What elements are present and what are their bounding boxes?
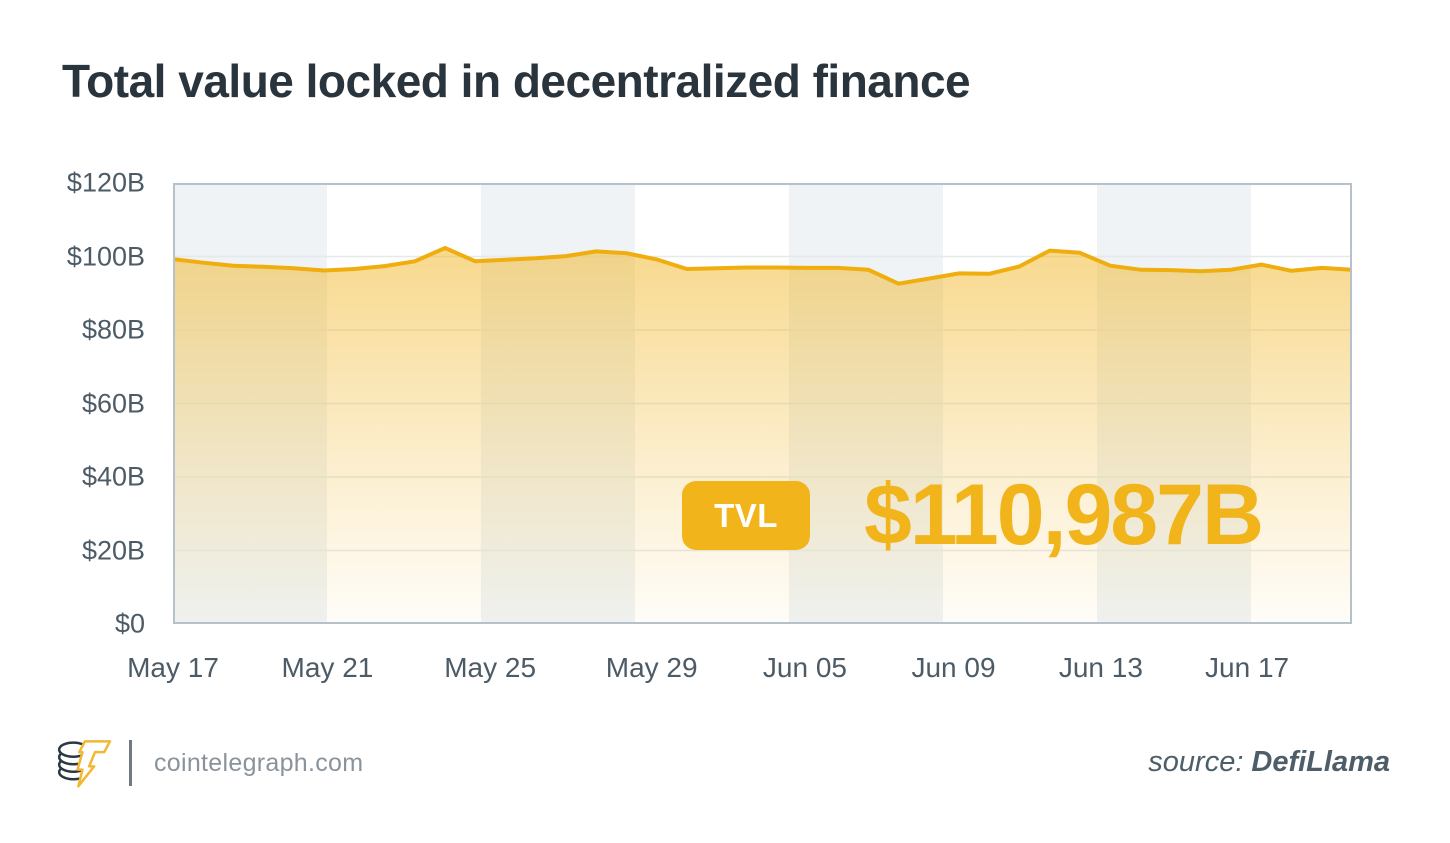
plot-area <box>173 183 1352 624</box>
y-tick-label: $80B <box>81 314 145 345</box>
tvl-line <box>173 246 1352 286</box>
x-tick-label: May 17 <box>127 652 219 683</box>
y-tick-label: $100B <box>66 241 145 271</box>
x-tick-label: May 29 <box>605 652 698 683</box>
cointelegraph-logo-icon <box>57 740 112 788</box>
y-tick-label: $20B <box>81 535 145 565</box>
tvl-badge-label: TVL <box>714 496 778 534</box>
plot-border <box>173 183 1352 624</box>
brand-domain-text: cointelegraph.com <box>154 748 364 777</box>
y-tick-label: $60B <box>81 388 145 418</box>
source-label: source: <box>1148 746 1244 778</box>
tvl-current-value: $110,987B <box>864 467 1264 563</box>
x-tick-label: Jun 05 <box>762 652 847 683</box>
lightning-t-icon <box>76 740 112 788</box>
x-tick-label: Jun 17 <box>1205 652 1290 683</box>
footer-brand: cointelegraph.com <box>55 735 363 791</box>
x-tick-label: May 25 <box>444 652 537 683</box>
y-tick-label: $120B <box>66 167 145 198</box>
y-tick-label: $0 <box>114 608 145 639</box>
source-name: DefiLlama <box>1251 746 1390 778</box>
chart-title: Total value locked in decentralized fina… <box>62 55 971 107</box>
x-tick-label: Jun 09 <box>911 652 996 683</box>
tvl-area-fill <box>173 248 1352 624</box>
y-tick-label: $40B <box>81 461 145 492</box>
x-tick-label: Jun 13 <box>1058 652 1143 683</box>
tvl-badge: TVL <box>682 481 810 550</box>
footer-divider <box>129 740 132 786</box>
x-tick-label: May 21 <box>281 652 374 683</box>
footer-source: source: DefiLlama <box>1148 746 1390 779</box>
